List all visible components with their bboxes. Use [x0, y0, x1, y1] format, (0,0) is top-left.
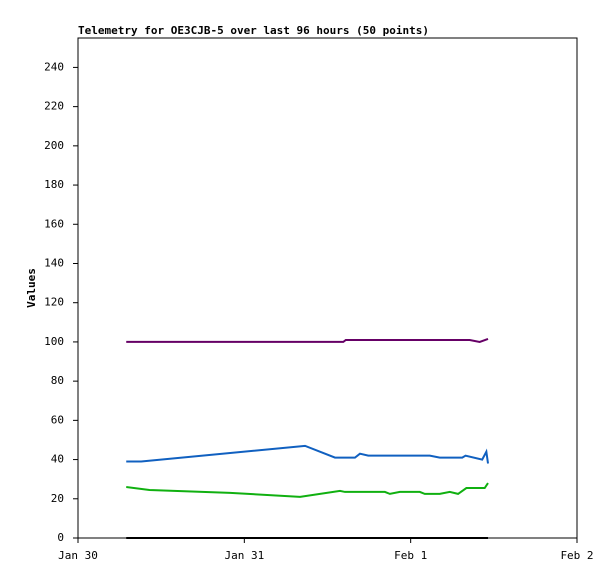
y-tick-label: 220 [44, 100, 64, 113]
y-tick-label: 240 [44, 60, 64, 73]
y-tick-label: 60 [51, 413, 64, 426]
y-tick-label: 80 [51, 374, 64, 387]
y-axis-label: Values [25, 268, 38, 308]
series-line [126, 444, 490, 464]
y-tick-label: 200 [44, 139, 64, 152]
y-tick-label: 120 [44, 296, 64, 309]
y-tick-label: 0 [57, 531, 64, 544]
y-tick-label: 100 [44, 335, 64, 348]
x-tick-label: Feb 2 [560, 549, 593, 562]
y-tick-label: 160 [44, 217, 64, 230]
y-tick-label: 180 [44, 178, 64, 191]
series-line [126, 482, 489, 498]
chart-title: Telemetry for OE3CJB-5 over last 96 hour… [78, 24, 429, 37]
series-line [126, 338, 489, 343]
y-tick-label: 40 [51, 453, 64, 466]
y-tick-label: 20 [51, 492, 64, 505]
x-tick-label: Jan 30 [58, 549, 98, 562]
x-tick-label: Feb 1 [394, 549, 427, 562]
plot-frame [77, 37, 578, 539]
x-tick-label: Jan 31 [224, 549, 264, 562]
y-tick-label: 140 [44, 256, 64, 269]
